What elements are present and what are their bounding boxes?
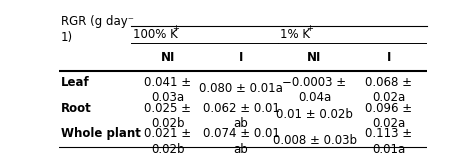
- Text: +: +: [306, 24, 313, 33]
- Text: 0.025 ±: 0.025 ±: [144, 102, 191, 115]
- Text: NI: NI: [307, 50, 322, 63]
- Text: 0.062 ± 0.01: 0.062 ± 0.01: [203, 102, 280, 115]
- Text: 0.113 ±: 0.113 ±: [365, 127, 412, 140]
- Text: ab: ab: [234, 117, 248, 130]
- Text: 0.008 ± 0.03b: 0.008 ± 0.03b: [273, 134, 356, 147]
- Text: 0.02a: 0.02a: [372, 91, 406, 104]
- Text: 0.01 ± 0.02b: 0.01 ± 0.02b: [276, 108, 353, 121]
- Text: Root: Root: [61, 102, 92, 115]
- Text: 1): 1): [61, 31, 73, 44]
- Text: Whole plant: Whole plant: [61, 127, 141, 140]
- Text: 0.074 ± 0.01: 0.074 ± 0.01: [203, 127, 280, 140]
- Text: I: I: [387, 50, 391, 63]
- Text: 0.068 ±: 0.068 ±: [365, 76, 412, 89]
- Text: 0.01a: 0.01a: [372, 143, 406, 156]
- Text: 0.03a: 0.03a: [151, 91, 184, 104]
- Text: −0.0003 ±: −0.0003 ±: [283, 76, 346, 89]
- Text: 0.04a: 0.04a: [298, 91, 331, 104]
- Text: RGR (g day⁻: RGR (g day⁻: [61, 15, 134, 28]
- Text: 0.02b: 0.02b: [151, 117, 184, 130]
- Text: 1% K: 1% K: [280, 28, 310, 41]
- Text: +: +: [173, 24, 179, 33]
- Text: 0.02b: 0.02b: [151, 143, 184, 156]
- Text: 0.02a: 0.02a: [372, 117, 406, 130]
- Text: 0.021 ±: 0.021 ±: [144, 127, 191, 140]
- Text: I: I: [239, 50, 243, 63]
- Text: ab: ab: [234, 143, 248, 156]
- Text: Leaf: Leaf: [61, 76, 90, 89]
- Text: NI: NI: [160, 50, 175, 63]
- Text: 0.041 ±: 0.041 ±: [144, 76, 191, 89]
- Text: 0.080 ± 0.01a: 0.080 ± 0.01a: [199, 82, 283, 95]
- Text: 100% K: 100% K: [133, 28, 177, 41]
- Text: 0.096 ±: 0.096 ±: [365, 102, 412, 115]
